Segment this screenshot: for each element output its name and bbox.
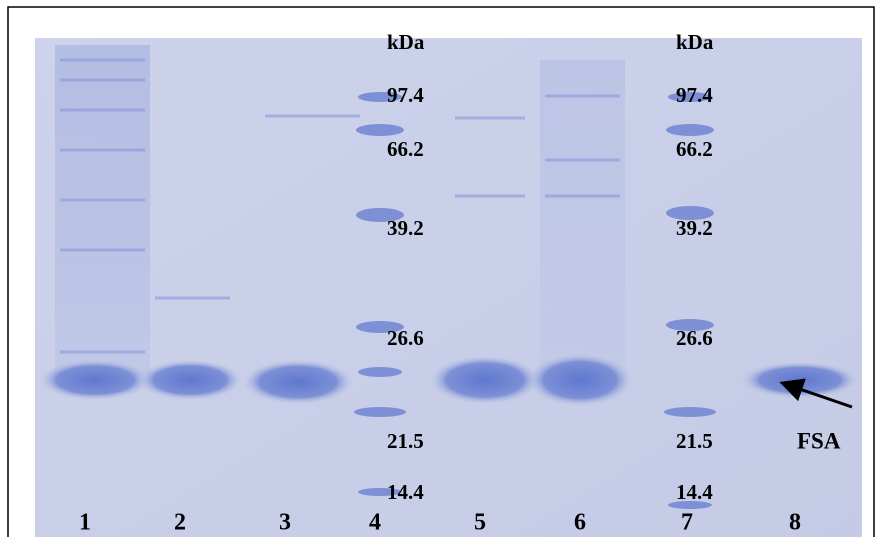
lane-number: 8 bbox=[789, 510, 801, 536]
lane-number: 1 bbox=[79, 510, 91, 536]
marker-label: 26.6 bbox=[387, 326, 424, 350]
marker-label: 14.4 bbox=[676, 480, 713, 504]
lane-number: 5 bbox=[474, 510, 486, 536]
lane-number: 4 bbox=[369, 510, 381, 536]
marker-label: 26.6 bbox=[676, 326, 713, 350]
marker-label: 66.2 bbox=[387, 137, 424, 161]
unit-label: kDa bbox=[387, 30, 425, 54]
lane-number: 3 bbox=[279, 510, 291, 536]
marker-label: 21.5 bbox=[676, 429, 713, 453]
annotation: FSA bbox=[797, 428, 841, 453]
lane-number: 2 bbox=[174, 510, 186, 536]
marker-label: 21.5 bbox=[387, 429, 424, 453]
gel bbox=[35, 38, 862, 537]
marker-label: 14.4 bbox=[387, 480, 424, 504]
gel-figure: kDa 97.4 66.2 39.2 26.6 21.5 14.4 kDa 97… bbox=[0, 0, 883, 537]
lane-number: 6 bbox=[574, 510, 586, 536]
marker-label: 39.2 bbox=[676, 216, 713, 240]
unit-label: kDa bbox=[676, 30, 714, 54]
marker-label: 97.4 bbox=[676, 83, 713, 107]
marker-label: 97.4 bbox=[387, 83, 424, 107]
marker-label: 39.2 bbox=[387, 216, 424, 240]
marker-label: 66.2 bbox=[676, 137, 713, 161]
lane-number: 7 bbox=[681, 510, 693, 536]
